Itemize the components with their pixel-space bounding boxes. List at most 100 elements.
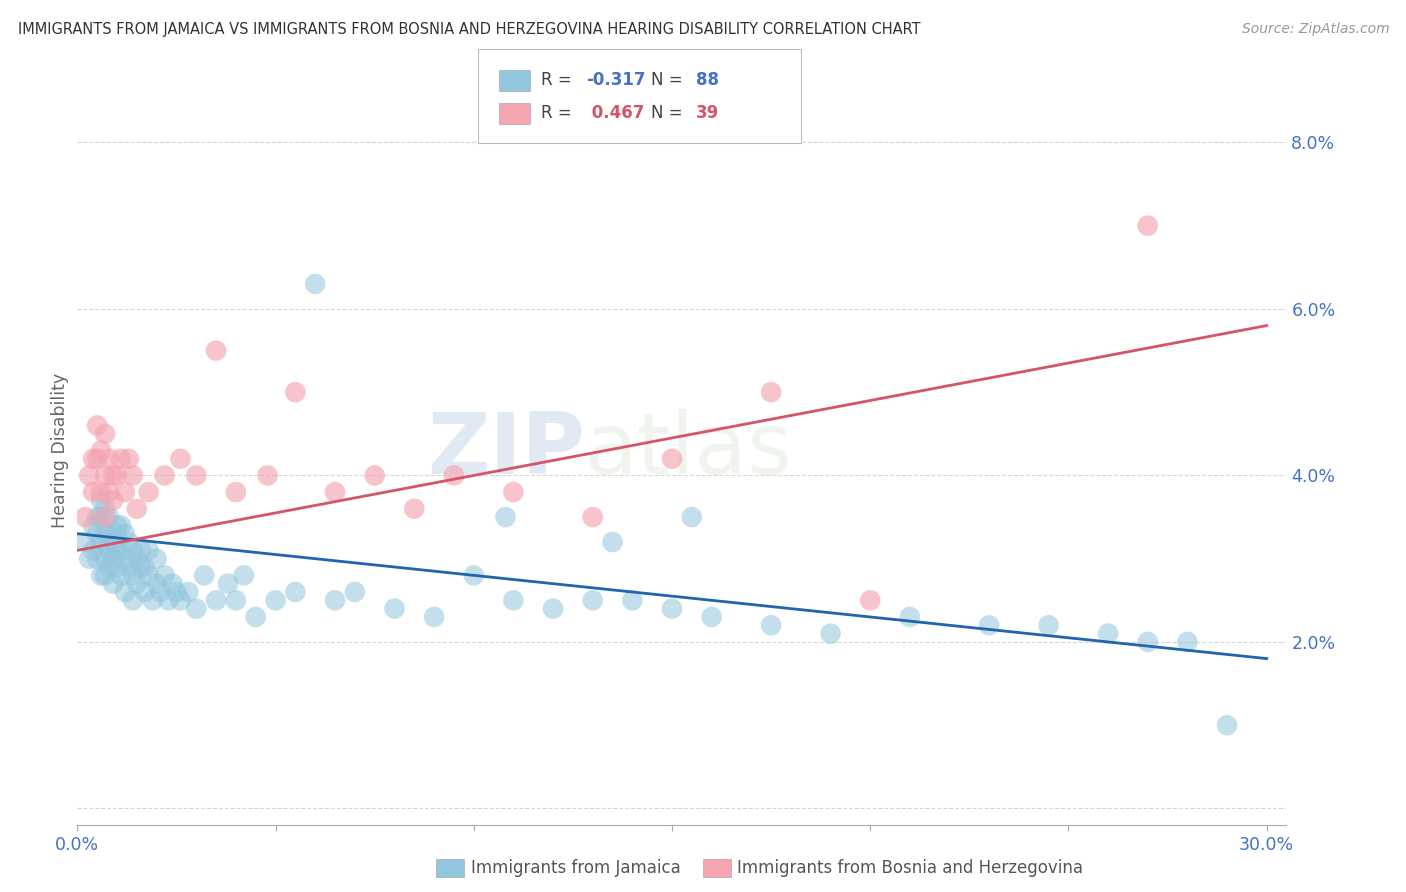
Point: [463, 568, 485, 582]
Point: [661, 601, 683, 615]
Point: [94, 510, 117, 524]
Point: [86, 510, 108, 524]
Point: [186, 468, 208, 483]
Point: [898, 610, 921, 624]
Point: [681, 510, 703, 524]
Point: [162, 576, 184, 591]
Point: [101, 576, 124, 591]
Point: [820, 626, 842, 640]
Point: [495, 510, 517, 524]
Point: [114, 585, 136, 599]
Point: [502, 485, 524, 500]
Point: [82, 485, 104, 500]
Text: 39: 39: [696, 104, 720, 122]
Point: [186, 601, 208, 615]
Point: [245, 610, 267, 624]
Point: [1136, 635, 1159, 649]
Point: [82, 518, 104, 533]
Point: [110, 451, 132, 466]
Point: [77, 468, 100, 483]
Point: [86, 418, 108, 433]
Point: [77, 551, 100, 566]
Text: atlas: atlas: [585, 409, 793, 492]
Point: [759, 618, 782, 632]
Point: [114, 485, 136, 500]
Point: [225, 593, 247, 607]
Point: [121, 468, 143, 483]
Point: [404, 501, 426, 516]
Point: [86, 526, 108, 541]
Point: [541, 601, 564, 615]
Point: [94, 468, 117, 483]
Point: [138, 485, 160, 500]
Text: 0.467: 0.467: [586, 104, 645, 122]
Point: [114, 526, 136, 541]
Text: Source: ZipAtlas.com: Source: ZipAtlas.com: [1241, 22, 1389, 37]
Point: [256, 468, 278, 483]
Point: [979, 618, 1001, 632]
Point: [205, 593, 228, 607]
Point: [323, 485, 346, 500]
Point: [177, 585, 200, 599]
Point: [443, 468, 465, 483]
Point: [118, 535, 141, 549]
Point: [129, 560, 152, 574]
Text: R =: R =: [541, 104, 578, 122]
Point: [145, 576, 167, 591]
Point: [264, 593, 287, 607]
Point: [582, 510, 605, 524]
Text: Immigrants from Bosnia and Herzegovina: Immigrants from Bosnia and Herzegovina: [737, 859, 1083, 877]
Point: [1038, 618, 1060, 632]
Point: [121, 543, 143, 558]
Point: [105, 543, 128, 558]
Text: IMMIGRANTS FROM JAMAICA VS IMMIGRANTS FROM BOSNIA AND HERZEGOVINA HEARING DISABI: IMMIGRANTS FROM JAMAICA VS IMMIGRANTS FR…: [18, 22, 921, 37]
Point: [94, 526, 117, 541]
Point: [121, 568, 143, 582]
Point: [98, 510, 121, 524]
Text: R =: R =: [541, 71, 578, 89]
Point: [101, 493, 124, 508]
Point: [153, 568, 176, 582]
Text: -0.317: -0.317: [586, 71, 645, 89]
Point: [363, 468, 385, 483]
Point: [384, 601, 406, 615]
Point: [859, 593, 882, 607]
Point: [90, 568, 112, 582]
Point: [125, 576, 148, 591]
Point: [129, 543, 152, 558]
Point: [165, 585, 187, 599]
Point: [105, 560, 128, 574]
Point: [94, 426, 117, 441]
Point: [101, 468, 124, 483]
Point: [621, 593, 644, 607]
Point: [193, 568, 215, 582]
Point: [125, 551, 148, 566]
Point: [134, 560, 156, 574]
Point: [118, 451, 141, 466]
Point: [343, 585, 366, 599]
Point: [105, 468, 128, 483]
Point: [217, 576, 239, 591]
Point: [1177, 635, 1199, 649]
Point: [759, 385, 782, 400]
Point: [661, 451, 683, 466]
Point: [284, 385, 307, 400]
Point: [145, 551, 167, 566]
Point: [86, 551, 108, 566]
Text: 88: 88: [696, 71, 718, 89]
Point: [169, 451, 191, 466]
Y-axis label: Hearing Disability: Hearing Disability: [51, 373, 69, 528]
Point: [423, 610, 446, 624]
Point: [1136, 219, 1159, 233]
Point: [101, 551, 124, 566]
Point: [284, 585, 307, 599]
Text: Immigrants from Jamaica: Immigrants from Jamaica: [471, 859, 681, 877]
Point: [90, 493, 112, 508]
Point: [502, 593, 524, 607]
Point: [138, 543, 160, 558]
Point: [582, 593, 605, 607]
Point: [75, 510, 97, 524]
Point: [90, 485, 112, 500]
Point: [134, 585, 156, 599]
Point: [90, 535, 112, 549]
